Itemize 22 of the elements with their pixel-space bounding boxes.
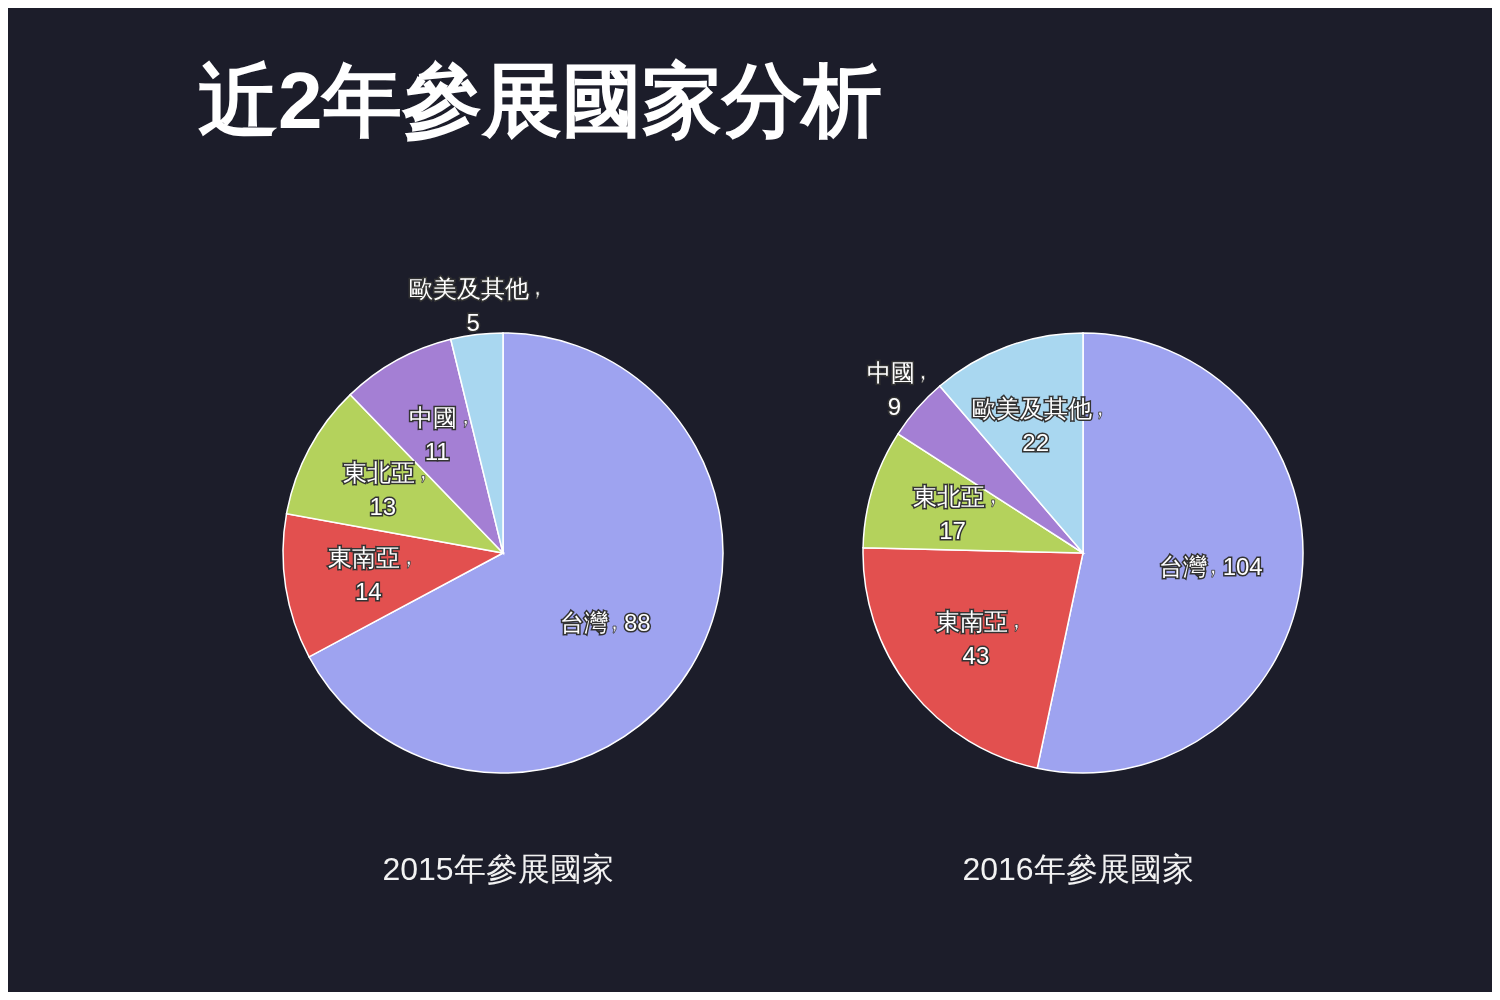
data-label: 11 bbox=[424, 437, 450, 465]
text: 近2年參展國家分析 bbox=[198, 55, 883, 147]
data-label: 13 bbox=[369, 492, 397, 520]
data-label: 104 bbox=[1222, 553, 1263, 581]
data-label: 88 bbox=[624, 609, 651, 637]
data-label: 9 bbox=[887, 392, 902, 420]
slice-label: 中國 bbox=[409, 403, 458, 431]
data-label: 22 bbox=[1022, 429, 1050, 457]
data-label: 5 bbox=[466, 308, 480, 336]
slice-label: 中國 bbox=[866, 358, 915, 386]
slice-label: 台灣 bbox=[560, 609, 609, 637]
text: 2016年參展國家 bbox=[961, 850, 1195, 889]
slice-label: 東北亞 bbox=[912, 482, 985, 510]
slice-label: 台灣 bbox=[1158, 553, 1207, 581]
slice-label: 東北亞 bbox=[342, 458, 415, 486]
data-label: 14 bbox=[354, 578, 382, 606]
slice-label: 歐美及其他 bbox=[409, 274, 530, 302]
data-label: 17 bbox=[939, 516, 966, 544]
data-label: 43 bbox=[962, 641, 990, 669]
text: 2015年參展國家 bbox=[381, 850, 615, 889]
slice-label: 東南亞 bbox=[328, 544, 401, 572]
slice-label: 東南亞 bbox=[935, 607, 1008, 635]
